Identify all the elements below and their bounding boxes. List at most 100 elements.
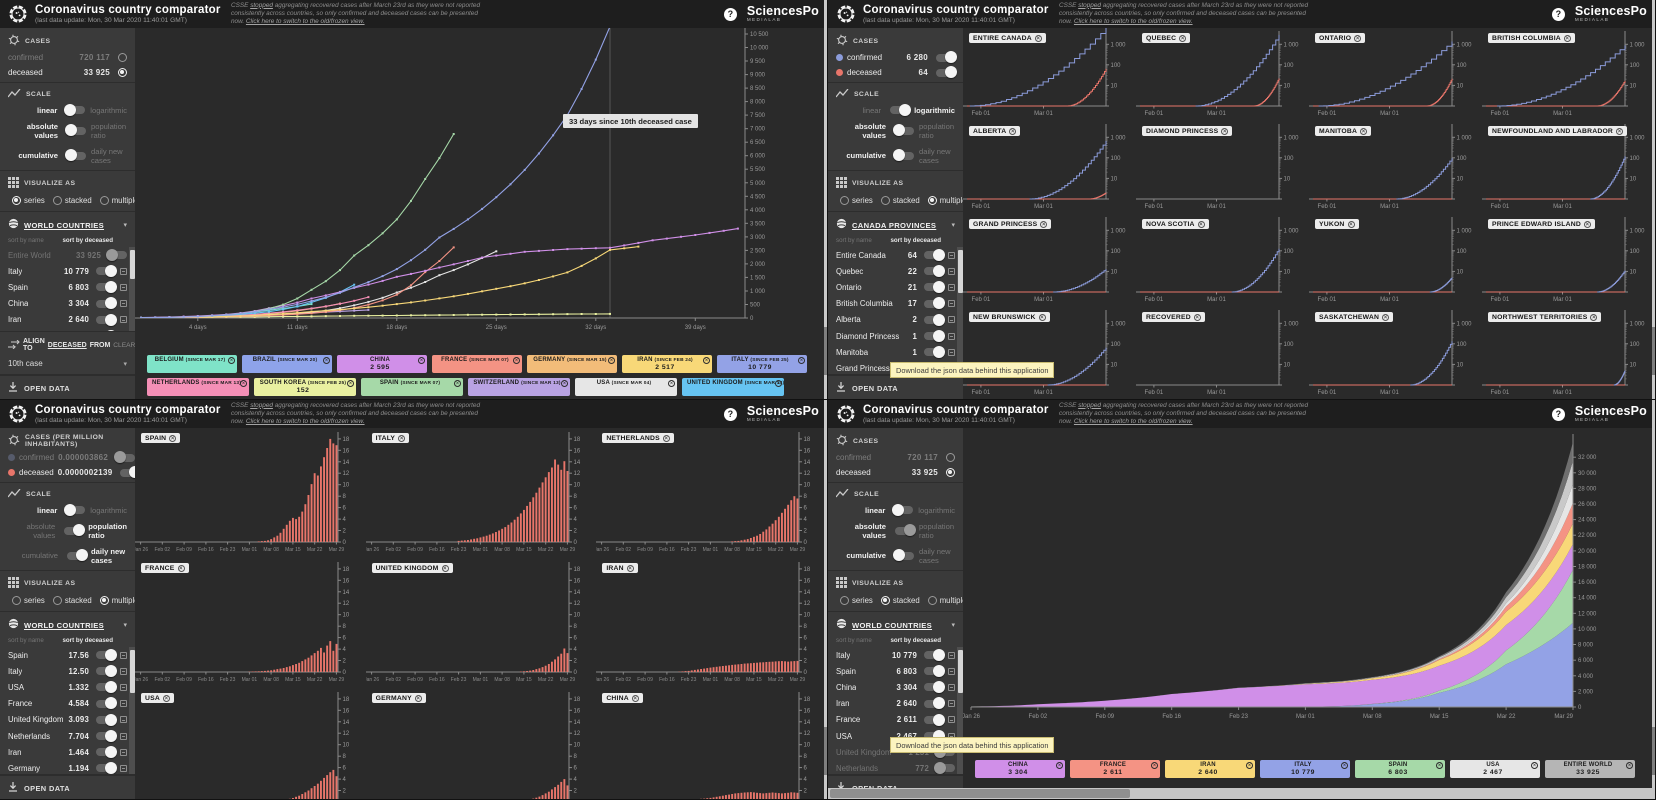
note-link-old-view[interactable]: Click here to switch to the old/frozen v…: [245, 18, 365, 26]
cell-close-icon[interactable]: ×: [398, 434, 406, 442]
align-from-select[interactable]: 10th case ▾: [0, 355, 135, 374]
cell-close-icon[interactable]: ×: [1034, 34, 1042, 42]
visualize-option-series[interactable]: series: [8, 596, 45, 605]
cell-close-icon[interactable]: ×: [1009, 127, 1017, 135]
cell-close-icon[interactable]: ×: [1347, 220, 1355, 228]
cell-title-chip[interactable]: NOVA SCOTIA ×: [1142, 219, 1209, 229]
country-chip-spain[interactable]: SPAIN 6 803 ×: [1355, 760, 1445, 778]
note-link-stopped[interactable]: stopped: [250, 1, 273, 9]
cell-close-icon[interactable]: ×: [1354, 34, 1362, 42]
visualize-radio-series[interactable]: [12, 596, 21, 605]
chip-close-icon[interactable]: ×: [1626, 762, 1633, 769]
sort-by-name-button[interactable]: sort by name: [8, 237, 44, 244]
page-vertical-scrollbar[interactable]: [1652, 0, 1655, 399]
page-scrollbar-thumb[interactable]: [824, 327, 827, 376]
cell-close-icon[interactable]: ×: [1590, 313, 1598, 321]
chip-close-icon[interactable]: ×: [418, 357, 425, 364]
scale-toggle-linear[interactable]: [890, 103, 912, 116]
cell-title-chip[interactable]: NEW BRUNSWICK ×: [969, 312, 1050, 322]
page-vertical-scrollbar[interactable]: [1652, 400, 1655, 799]
cell-title-chip[interactable]: GERMANY ×: [371, 693, 426, 703]
list-scrollbar-thumb[interactable]: [957, 650, 963, 694]
scale-toggle-linear[interactable]: [64, 103, 86, 116]
cell-close-icon[interactable]: ×: [1197, 220, 1205, 228]
scale-toggle-cumulative[interactable]: [67, 549, 88, 562]
note-link-old-view[interactable]: Click here to switch to the old/frozen v…: [245, 418, 365, 426]
list-item-expand-icon[interactable]: [948, 332, 955, 340]
visualize-option-series[interactable]: series: [836, 596, 873, 605]
country-chip-belgium[interactable]: BELGIUM (SINCE MAR 17) ×: [147, 355, 237, 373]
list-item-china[interactable]: China 3 304: [828, 679, 963, 695]
list-item-expand-icon[interactable]: [948, 700, 955, 708]
list-item-expand-icon[interactable]: [948, 667, 955, 675]
cell-title-chip[interactable]: UNITED KINGDOM ×: [371, 563, 453, 573]
list-item-entire-world[interactable]: Entire World 33 925: [0, 247, 135, 263]
list-scrollbar-thumb[interactable]: [957, 250, 963, 294]
cell-close-icon[interactable]: ×: [169, 434, 177, 442]
list-item-toggle[interactable]: [924, 265, 945, 278]
list-item-spain[interactable]: Spain 17.56: [0, 647, 135, 663]
cell-close-icon[interactable]: ×: [441, 564, 449, 572]
open-data-button[interactable]: OPEN DATA: [0, 775, 135, 799]
cell-title-chip[interactable]: MANITOBA ×: [1315, 126, 1372, 136]
chip-close-icon[interactable]: ×: [1531, 762, 1538, 769]
country-chip-usa[interactable]: USA 2 467 ×: [1450, 760, 1540, 778]
list-item-united-kingdom[interactable]: United Kingdom 3.093: [0, 712, 135, 728]
list-item-iran[interactable]: Iran 1.464: [0, 744, 135, 760]
list-scrollbar-thumb[interactable]: [129, 650, 135, 694]
list-item-expand-icon[interactable]: [120, 283, 127, 291]
country-chip-france[interactable]: FRANCE 2 611 ×: [1070, 760, 1160, 778]
cell-close-icon[interactable]: ×: [1040, 220, 1048, 228]
chip-close-icon[interactable]: ×: [454, 380, 461, 387]
list-item-toggle[interactable]: [924, 313, 945, 326]
country-chip-china[interactable]: CHINA 3 304 ×: [975, 760, 1065, 778]
list-item-spain[interactable]: Spain 6 803: [0, 279, 135, 295]
list-item-toggle[interactable]: [924, 297, 945, 310]
visualize-radio-series[interactable]: [840, 596, 849, 605]
cell-title-chip[interactable]: SPAIN ×: [141, 433, 181, 443]
group-header[interactable]: WORLD COUNTRIES ▾: [0, 612, 135, 636]
list-item-expand-icon[interactable]: [120, 267, 127, 275]
chip-close-icon[interactable]: ×: [1246, 762, 1253, 769]
list-item-toggle[interactable]: [924, 697, 945, 710]
cell-title-chip[interactable]: DIAMOND PRINCESS ×: [1142, 126, 1233, 136]
page-vertical-scrollbar[interactable]: [824, 400, 827, 799]
chip-close-icon[interactable]: ×: [703, 357, 710, 364]
cases-toggle-confirmed[interactable]: [936, 51, 957, 64]
page-scrollbar-thumb[interactable]: [824, 727, 827, 776]
list-item-toggle[interactable]: [924, 329, 945, 342]
sort-by-name-button[interactable]: sort by name: [836, 237, 872, 244]
list-item-toggle[interactable]: [96, 681, 117, 694]
scale-toggle-linear[interactable]: [892, 503, 914, 516]
open-data-button[interactable]: OPEN DATA: [828, 375, 963, 399]
list-item-toggle[interactable]: [96, 762, 117, 774]
cell-title-chip[interactable]: RECOVERED ×: [1142, 312, 1205, 322]
visualize-radio-series[interactable]: [840, 196, 849, 205]
sort-by-name-button[interactable]: sort by name: [836, 637, 872, 644]
country-chip-italy[interactable]: ITALY (SINCE FEB 25) 10 779 ×: [717, 355, 807, 373]
chip-close-icon[interactable]: ×: [513, 357, 520, 364]
open-data-button[interactable]: OPEN DATA: [0, 375, 135, 399]
list-item-manitoba[interactable]: Manitoba 1: [828, 344, 963, 360]
country-chip-italy[interactable]: ITALY 10 779 ×: [1260, 760, 1350, 778]
list-item-toggle[interactable]: [96, 665, 117, 678]
list-item-toggle[interactable]: [96, 313, 117, 326]
cell-close-icon[interactable]: ×: [177, 564, 185, 572]
chip-close-icon[interactable]: ×: [561, 380, 568, 387]
list-item-expand-icon[interactable]: [120, 316, 127, 324]
list-item-expand-icon[interactable]: [120, 732, 127, 740]
country-chip-iran[interactable]: IRAN (SINCE FEB 24) 2 517 ×: [622, 355, 712, 373]
align-deceased-link[interactable]: DECEASED: [47, 341, 87, 349]
visualize-radio-multiples[interactable]: [927, 596, 937, 605]
cell-title-chip[interactable]: FRANCE ×: [141, 563, 189, 573]
page-scrollbar-thumb[interactable]: [1652, 727, 1655, 776]
sort-by-name-button[interactable]: sort by name: [8, 637, 44, 644]
country-chip-switzerland[interactable]: SWITZERLAND (SINCE MAR 13) ×: [468, 378, 570, 396]
cases-radio-deceased[interactable]: [118, 68, 127, 77]
cell-close-icon[interactable]: ×: [414, 694, 422, 702]
country-chip-brazil[interactable]: BRAZIL (SINCE MAR 20) ×: [242, 355, 332, 373]
group-header[interactable]: WORLD COUNTRIES ▾: [828, 612, 963, 636]
list-scrollbar[interactable]: [957, 647, 963, 774]
